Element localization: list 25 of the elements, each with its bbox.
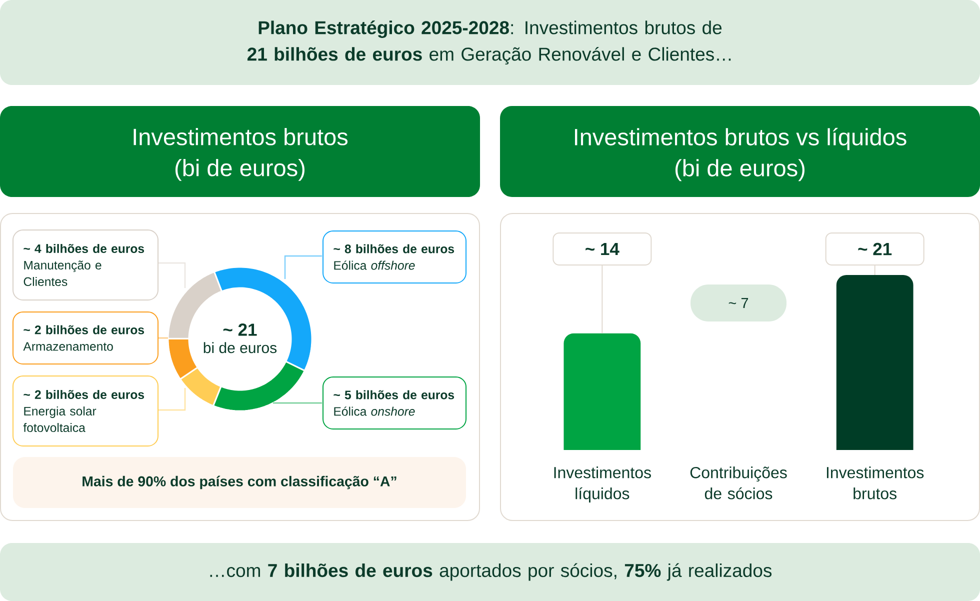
slice-label: Eólica offshore [334,260,415,270]
slice-label: Eólica onshore [334,406,415,416]
data-label: ~ 2 bilhões de euros [24,325,144,334]
text: bi de euros [204,342,277,354]
x-tick-label: Investimentos brutos [826,466,924,500]
chart-title: Investimentos brutos [134,128,348,146]
data-label: ~ 5 bilhões de euros [334,390,454,400]
slice-label: Manutenção e Clientes [24,260,102,286]
chart-subtitle: (bi de euros) [676,159,804,182]
x-tick-label: Investimentos líquidos [554,466,651,502]
text: …com 7 bilhões de euros aportados por sócios, 75% já realizados [210,563,772,581]
data-label: ~ 8 bilhões de euros [334,244,454,254]
x-tick-label: Contribuições de sócios [690,466,787,500]
text: ~ 21 [223,324,257,336]
slice-label: Armazenamento [23,342,113,351]
data-label: ~ 2 bilhões de euros [24,390,144,400]
chart-subtitle: (bi de euros) [175,159,304,181]
data-label: ~ 21 [858,242,892,256]
data-label: ~ 4 bilhões de euros [24,244,144,254]
chart-title: Investimentos brutos vs líquidos [574,128,906,150]
data-label: ~ 14 [586,242,620,256]
chart-title: Plano Estratégico 2025-2028: Investimentos brutos de 21 bilhões de euros em Geração Renovável e Clientes… [247,20,731,64]
text: Mais de 90% dos países com classificação “A” [82,476,396,490]
annotation: ~ 7 [728,298,748,308]
slice-label: Energia solar fotovoltaica [23,406,96,432]
